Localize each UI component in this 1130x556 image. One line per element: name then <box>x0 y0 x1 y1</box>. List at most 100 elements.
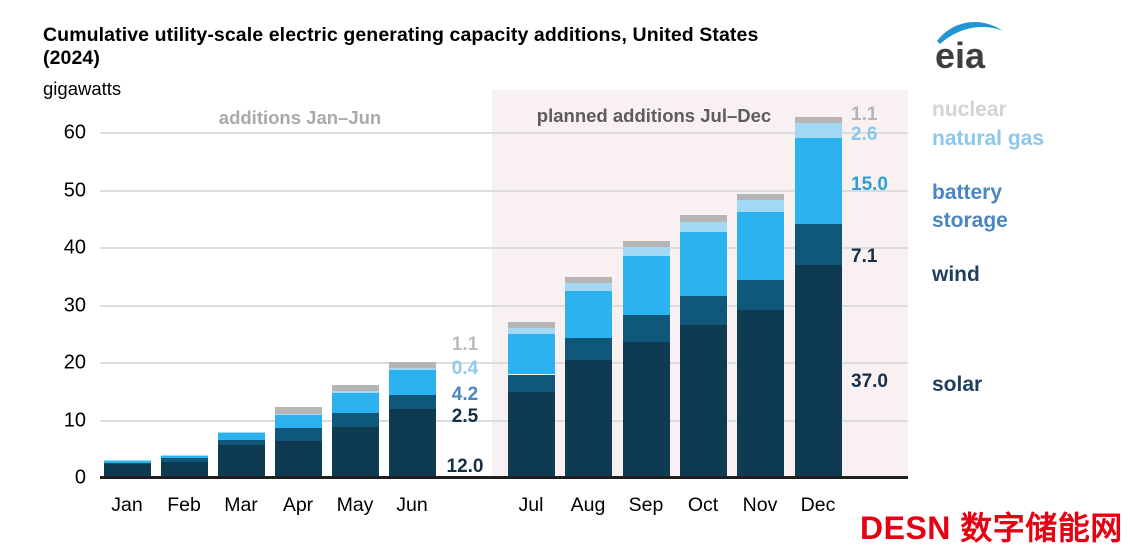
bar-oct-wind <box>679 295 727 326</box>
bar-apr-natural-gas <box>274 413 322 416</box>
bar-dec-wind <box>794 224 842 266</box>
dec-value-label-37.0: 37.0 <box>851 370 888 392</box>
bar-dec-battery-storage <box>794 138 842 225</box>
bar-oct-battery-storage <box>679 232 727 296</box>
bar-jan-solar <box>103 464 151 478</box>
bar-nov-wind <box>736 280 784 311</box>
bar-jul-wind <box>507 374 555 393</box>
eia-logo: eia <box>935 21 1003 74</box>
bar-may-natural-gas <box>331 391 379 393</box>
bar-apr-solar <box>274 441 322 478</box>
bar-jun-wind <box>388 394 436 409</box>
legend-item-solar: solar <box>932 373 983 396</box>
y-tick-label-50: 50 <box>63 179 86 201</box>
bar-may-battery-storage <box>331 392 379 414</box>
bar-nov-nuclear <box>736 193 784 201</box>
x-tick-label-jun: Jun <box>396 494 428 516</box>
bar-dec-natural-gas <box>794 123 842 139</box>
bar-dec-solar <box>794 265 842 478</box>
bar-jan-wind <box>103 463 151 465</box>
bar-apr-battery-storage <box>274 415 322 428</box>
gridline-60 <box>100 132 908 134</box>
x-tick-label-jul: Jul <box>518 494 544 516</box>
chart-title-line2: (2024) <box>43 47 100 69</box>
chart-title: Cumulative utility-scale electric genera… <box>43 24 933 70</box>
gridline-30 <box>100 304 908 307</box>
bar-feb-natural-gas <box>160 455 208 456</box>
bar-sep-battery-storage <box>622 256 670 316</box>
bar-apr-nuclear <box>274 407 322 414</box>
bar-jun-solar <box>388 409 436 478</box>
bar-aug-wind <box>564 338 612 361</box>
x-tick-label-mar: Mar <box>224 494 258 516</box>
y-axis-units-label: gigawatts <box>43 78 122 99</box>
dec-value-label-2.6: 2.6 <box>851 124 878 146</box>
x-tick-label-jan: Jan <box>111 494 143 516</box>
dec-value-label-15.0: 15.0 <box>851 173 888 195</box>
bar-feb-battery-storage <box>160 455 208 459</box>
jun-value-label-1.1: 1.1 <box>451 334 479 356</box>
bar-nov-solar <box>736 310 784 478</box>
bar-mar-natural-gas <box>217 432 265 433</box>
x-tick-label-oct: Oct <box>687 494 719 516</box>
bar-mar-battery-storage <box>217 432 265 441</box>
svg-text:eia: eia <box>935 35 986 74</box>
bar-dec-nuclear <box>794 116 842 124</box>
jun-value-label-4.2: 4.2 <box>451 384 479 406</box>
bar-nov-natural-gas <box>736 200 784 212</box>
bar-aug-solar <box>564 360 612 478</box>
dec-value-label-1.1: 1.1 <box>851 104 878 126</box>
jun-value-label-0.4: 0.4 <box>451 357 479 379</box>
bar-may-nuclear <box>331 384 379 392</box>
bar-may-wind <box>331 413 379 427</box>
bar-sep-nuclear <box>622 240 670 247</box>
legend-item-battery-storage: battery storage <box>932 181 1008 232</box>
bar-oct-natural-gas <box>679 221 727 233</box>
bar-oct-solar <box>679 325 727 478</box>
bar-sep-natural-gas <box>622 246 670 257</box>
section-header-jul-dec: planned additions Jul–Dec <box>536 105 772 126</box>
dec-value-label-7.1: 7.1 <box>851 246 878 268</box>
x-tick-label-apr: Apr <box>282 494 314 516</box>
bar-oct-nuclear <box>679 215 727 222</box>
bar-nov-battery-storage <box>736 211 784 281</box>
desn-watermark: DESN 数字储能网 <box>860 510 1123 546</box>
legend-item-natural-gas: natural gas <box>932 127 1045 150</box>
bar-jul-battery-storage <box>507 333 555 375</box>
bar-sep-wind <box>622 315 670 342</box>
bar-aug-nuclear <box>564 276 612 284</box>
gridline-40 <box>100 247 908 249</box>
bar-jul-solar <box>507 392 555 478</box>
bar-aug-natural-gas <box>564 283 612 291</box>
bar-feb-solar <box>160 461 208 478</box>
y-tick-label-30: 30 <box>63 294 86 316</box>
y-tick-label-10: 10 <box>63 409 86 431</box>
bar-sep-solar <box>622 341 670 478</box>
eia-swoosh-icon <box>937 21 1003 44</box>
bar-jan-battery-storage <box>103 460 151 464</box>
x-tick-label-feb: Feb <box>167 494 201 516</box>
gridline-20 <box>100 362 908 364</box>
x-tick-label-nov: Nov <box>742 494 778 516</box>
gridline-10 <box>100 419 908 422</box>
y-tick-label-60: 60 <box>63 121 86 144</box>
y-tick-label-20: 20 <box>63 351 86 374</box>
x-tick-label-aug: Aug <box>570 494 606 516</box>
bar-aug-battery-storage <box>564 290 612 339</box>
x-axis-line <box>100 476 908 479</box>
bar-jul-natural-gas <box>507 327 555 334</box>
bar-mar-wind <box>217 440 265 446</box>
bar-jun-nuclear <box>388 361 436 369</box>
jun-value-label-12.0: 12.0 <box>446 456 484 478</box>
jun-value-label-2.5: 2.5 <box>451 406 479 428</box>
x-tick-label-sep: Sep <box>628 494 664 516</box>
bar-may-solar <box>331 426 379 478</box>
legend-item-wind: wind <box>932 263 980 286</box>
x-tick-label-dec: Dec <box>800 494 836 516</box>
bar-jun-natural-gas <box>388 368 436 371</box>
chart-title-line1: Cumulative utility-scale electric genera… <box>43 24 759 46</box>
bar-feb-wind <box>160 458 208 462</box>
x-tick-label-may: May <box>336 494 374 516</box>
section-header-jan-jun: additions Jan–Jun <box>218 107 382 128</box>
y-tick-label-0: 0 <box>74 466 86 489</box>
